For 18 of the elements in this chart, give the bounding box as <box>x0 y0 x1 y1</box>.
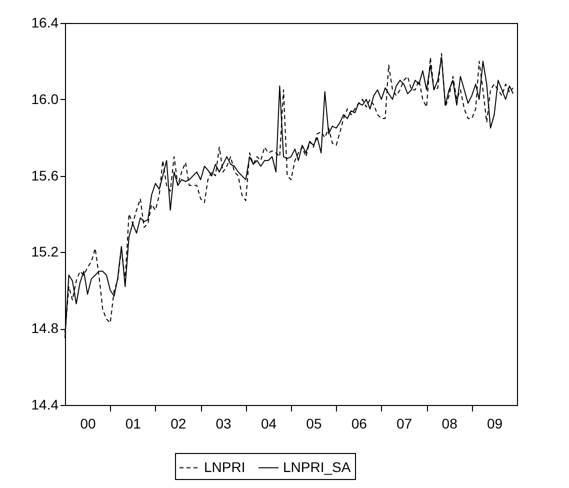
x-tick-label: 06 <box>351 416 368 432</box>
x-tick-label: 07 <box>396 416 412 432</box>
x-tick-label: 03 <box>216 416 232 432</box>
x-tick-label: 02 <box>170 416 186 432</box>
y-tick-label: 14.8 <box>31 320 59 336</box>
legend-label: LNPRI <box>204 458 246 475</box>
x-tick-label: 05 <box>306 416 322 432</box>
y-tick-label: 14.4 <box>31 396 59 412</box>
x-tick-label: 09 <box>486 416 503 432</box>
y-tick-label: 16.0 <box>31 90 59 107</box>
legend-label: LNPRI_SA <box>283 458 352 475</box>
y-tick-label: 16.4 <box>31 14 59 30</box>
x-tick-label: 01 <box>125 416 142 432</box>
x-tick-label: 08 <box>442 416 458 432</box>
x-tick-label: 00 <box>80 416 96 432</box>
y-tick-label: 15.2 <box>31 244 59 260</box>
x-tick-label: 04 <box>261 416 277 432</box>
y-tick-label: 15.6 <box>31 167 59 184</box>
